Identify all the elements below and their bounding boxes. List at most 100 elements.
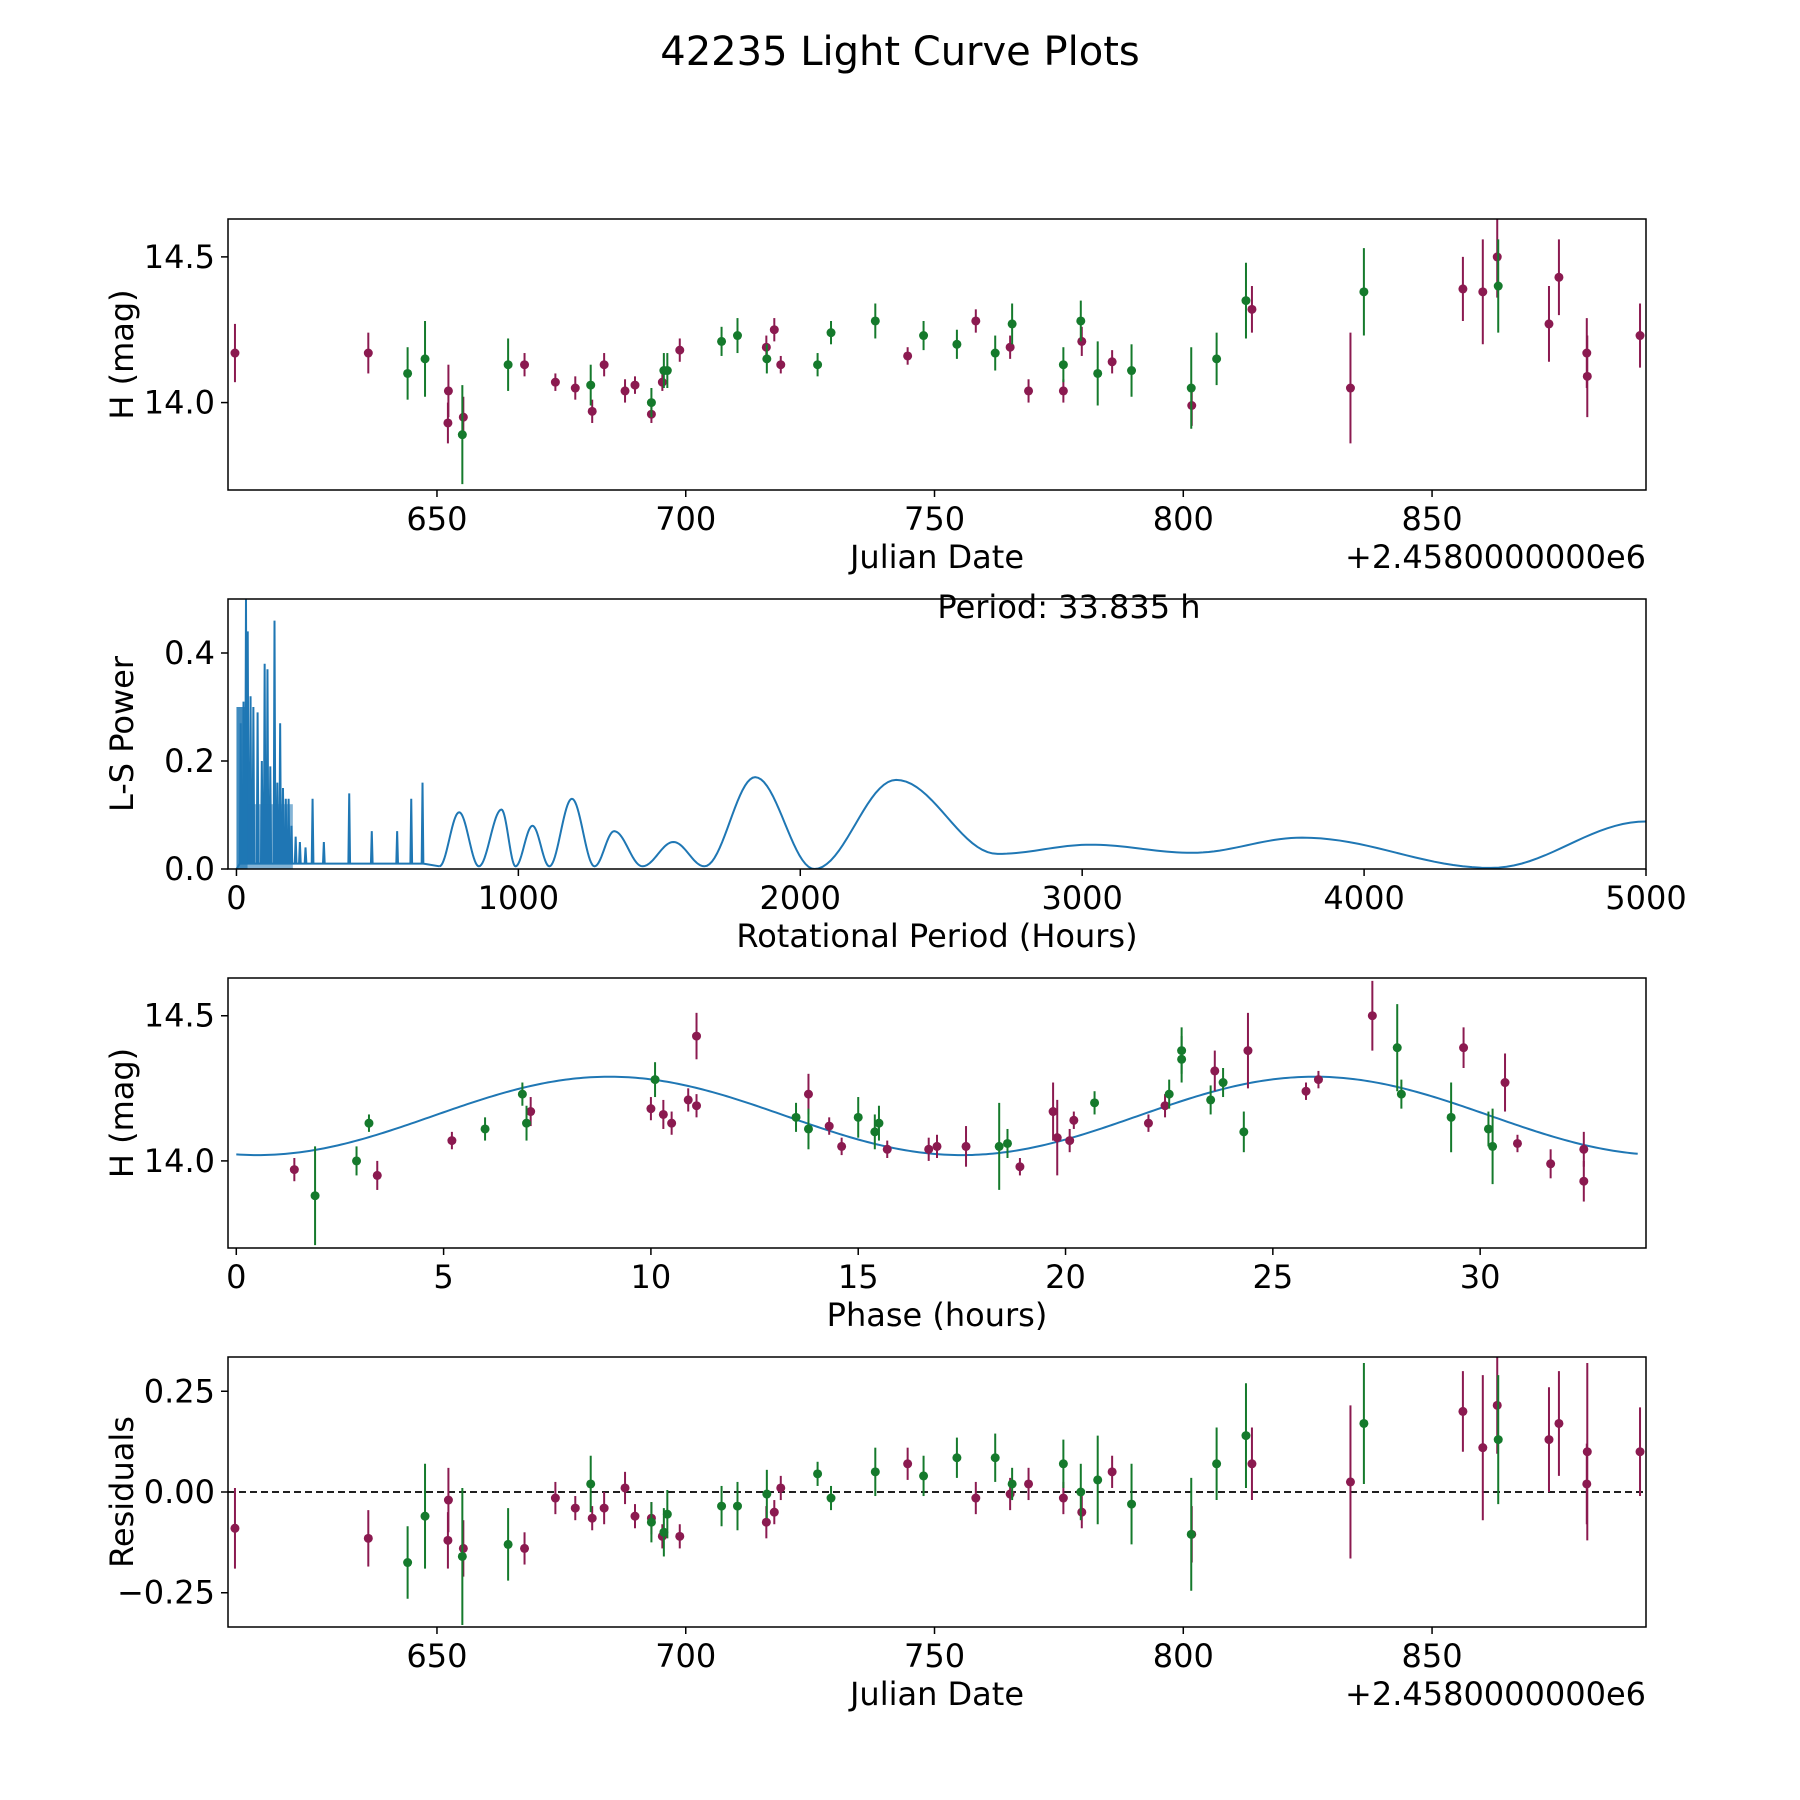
y-tick-label: −0.25 [117, 1574, 215, 1612]
data-layer [230, 219, 1645, 485]
x-tick-label: 5 [433, 1258, 453, 1296]
data-point [919, 1471, 929, 1481]
data-point [1396, 1089, 1406, 1099]
data-point [732, 331, 742, 341]
data-point [1007, 319, 1017, 329]
data-point [717, 1501, 727, 1511]
data-point [1241, 1431, 1251, 1441]
data-point [990, 1453, 1000, 1463]
data-point [1635, 1447, 1645, 1457]
x-axis-label: Julian Date [848, 1675, 1024, 1713]
x-tick-label: 850 [1402, 1637, 1463, 1675]
data-point [1107, 1467, 1117, 1477]
data-point [1241, 296, 1251, 306]
data-point [1143, 1118, 1153, 1128]
data-point [1107, 357, 1117, 367]
figure-title: 42235 Light Curve Plots [660, 29, 1139, 75]
data-point [443, 418, 453, 428]
data-point [352, 1156, 362, 1166]
data-point [1247, 304, 1257, 314]
data-point [1206, 1095, 1216, 1105]
data-point [826, 1493, 836, 1503]
x-tick-label: 750 [904, 1637, 965, 1675]
residuals-plot: 650 700 750 800 850 −0.25 0.00 0.25 Julian Date +… [103, 1356, 1647, 1713]
y-tick-label: 0.0 [164, 850, 215, 888]
x-tick-label: 700 [655, 500, 716, 538]
data-point [1186, 1529, 1196, 1539]
data-point [826, 328, 836, 338]
data-point [762, 1489, 772, 1499]
y-tick-label: 0.25 [144, 1372, 215, 1410]
data-point [1058, 386, 1068, 396]
data-point [662, 1509, 672, 1519]
x-tick-label: 2000 [760, 879, 841, 917]
data-point [870, 1127, 880, 1137]
data-point [903, 351, 913, 361]
data-point [230, 1523, 240, 1533]
data-point [1048, 1107, 1058, 1117]
data-point [692, 1101, 702, 1111]
axes-frame [227, 1356, 1647, 1628]
data-point [769, 325, 779, 335]
data-point [1005, 1489, 1015, 1499]
data-point [650, 1075, 660, 1085]
data-point [675, 345, 685, 355]
data-point [1313, 1075, 1323, 1085]
data-point [1458, 284, 1468, 294]
data-point [971, 316, 981, 326]
x-axis-offset-label: +2.4580000000e6 [1345, 538, 1646, 576]
data-point [457, 430, 467, 440]
data-point [403, 1558, 413, 1568]
axes-frame [227, 977, 1647, 1249]
data-point [457, 1551, 467, 1561]
data-point [1090, 1098, 1100, 1108]
y-tick-label: 14.5 [144, 238, 215, 276]
data-point [1076, 316, 1086, 326]
data-point [658, 1109, 668, 1119]
data-point [1002, 1138, 1012, 1148]
data-point [932, 1141, 942, 1151]
x-tick-label: 15 [838, 1258, 879, 1296]
data-point [870, 316, 880, 326]
x-tick-label: 5000 [1605, 879, 1686, 917]
data-point [675, 1531, 685, 1541]
x-tick-label: 0 [226, 879, 246, 917]
data-point [1127, 366, 1137, 376]
data-point [310, 1191, 320, 1201]
x-tick-label: 850 [1402, 500, 1463, 538]
data-point [1582, 1447, 1592, 1457]
data-layer [289, 980, 1589, 1246]
data-point [824, 1121, 834, 1131]
x-tick-label: 4000 [1323, 879, 1404, 917]
data-point [599, 1503, 609, 1513]
data-point [517, 1089, 527, 1099]
data-point [1546, 1159, 1556, 1169]
data-point [420, 354, 430, 364]
data-point [659, 1527, 669, 1537]
data-layer [235, 599, 1646, 869]
data-point [1500, 1078, 1510, 1088]
data-point [480, 1124, 490, 1134]
data-point [550, 377, 560, 387]
data-point [1359, 287, 1369, 297]
x-tick-label: 650 [406, 500, 467, 538]
data-point [630, 1511, 640, 1521]
data-point [1392, 1043, 1402, 1053]
data-point [803, 1124, 813, 1134]
data-point [813, 360, 823, 370]
data-point [882, 1144, 892, 1154]
data-point [990, 348, 1000, 358]
data-point [1058, 1459, 1068, 1469]
data-point [776, 360, 786, 370]
data-point [1218, 1078, 1228, 1088]
data-point [919, 331, 929, 341]
data-point [961, 1141, 971, 1151]
lightcurve-plot: 650 700 750 800 850 14.0 14.5 Julian Date +2.458… [103, 218, 1647, 576]
data-point [520, 1543, 530, 1553]
data-point [1345, 1477, 1355, 1487]
data-point [1127, 1499, 1137, 1509]
data-point [776, 1483, 786, 1493]
x-tick-label: 10 [631, 1258, 672, 1296]
period-annotation: Period: 33.835 h [937, 588, 1200, 626]
